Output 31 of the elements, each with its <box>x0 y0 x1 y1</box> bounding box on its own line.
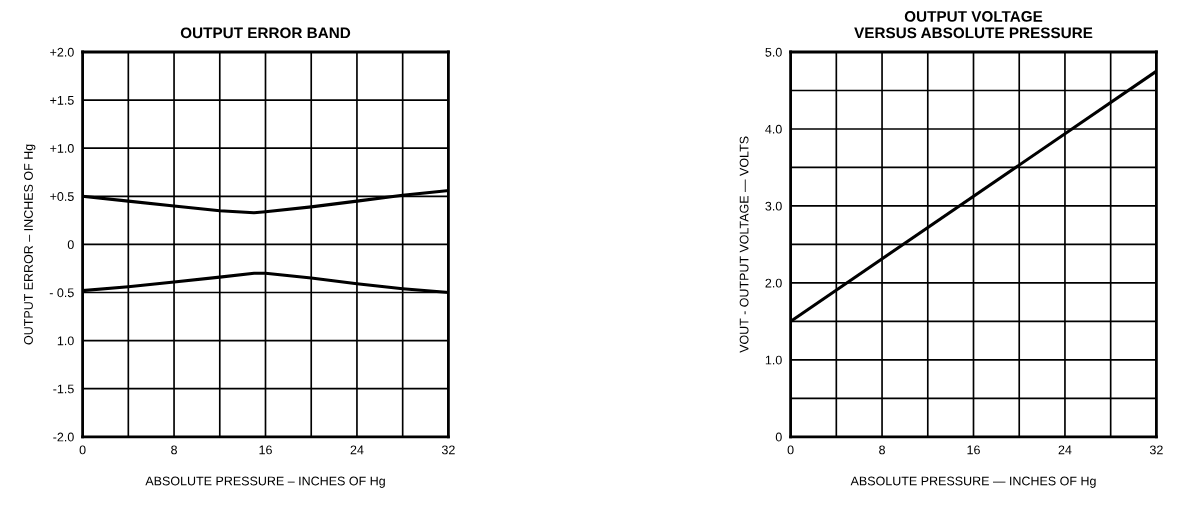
x-axis-title: ABSOLUTE PRESSURE – INCHES OF Hg <box>145 476 385 488</box>
chart-title: OUTPUT VOLTAGE VERSUS ABSOLUTE PRESSURE <box>854 10 1093 39</box>
y-axis-title: VOUT - OUTPUT VOLTAGE — VOLTS <box>739 136 749 353</box>
x-tick-label: 24 <box>1058 445 1072 455</box>
x-tick-label: 0 <box>787 445 794 455</box>
chart-title: OUTPUT ERROR BAND <box>180 27 351 39</box>
y-tick-label: +2.0 <box>50 47 74 57</box>
x-tick-label: 8 <box>879 445 885 455</box>
x-tick-label: 32 <box>441 445 455 455</box>
y-tick-label: 0 <box>67 240 74 250</box>
y-tick-label: 4.0 <box>765 124 782 134</box>
y-tick-label: -1.5 <box>53 384 74 394</box>
y-tick-label: +1.5 <box>50 96 74 105</box>
y-tick-label: - 0.5 <box>49 288 74 298</box>
x-tick-label: 8 <box>171 445 177 455</box>
y-tick-label: 1.0 <box>765 355 782 365</box>
y-tick-label: +1.0 <box>50 144 74 153</box>
x-tick-label: 16 <box>259 445 272 455</box>
x-tick-label: 0 <box>79 445 86 455</box>
x-axis-title: ABSOLUTE PRESSURE — INCHES OF Hg <box>850 476 1096 488</box>
y-tick-label: 1.0 <box>57 336 74 346</box>
y-tick-label: +0.5 <box>50 192 74 201</box>
y-axis-title: OUTPUT ERROR – INCHES OF Hg <box>24 144 36 345</box>
x-tick-label: 24 <box>350 445 364 455</box>
y-tick-label: 0 <box>775 432 782 442</box>
y-tick-label: 5.0 <box>765 47 782 57</box>
y-tick-label: 2.0 <box>765 278 782 288</box>
y-tick-label: -2.0 <box>53 432 74 442</box>
x-tick-label: 32 <box>1149 445 1163 455</box>
y-tick-label: 3.0 <box>765 201 782 211</box>
x-tick-label: 16 <box>967 445 980 455</box>
